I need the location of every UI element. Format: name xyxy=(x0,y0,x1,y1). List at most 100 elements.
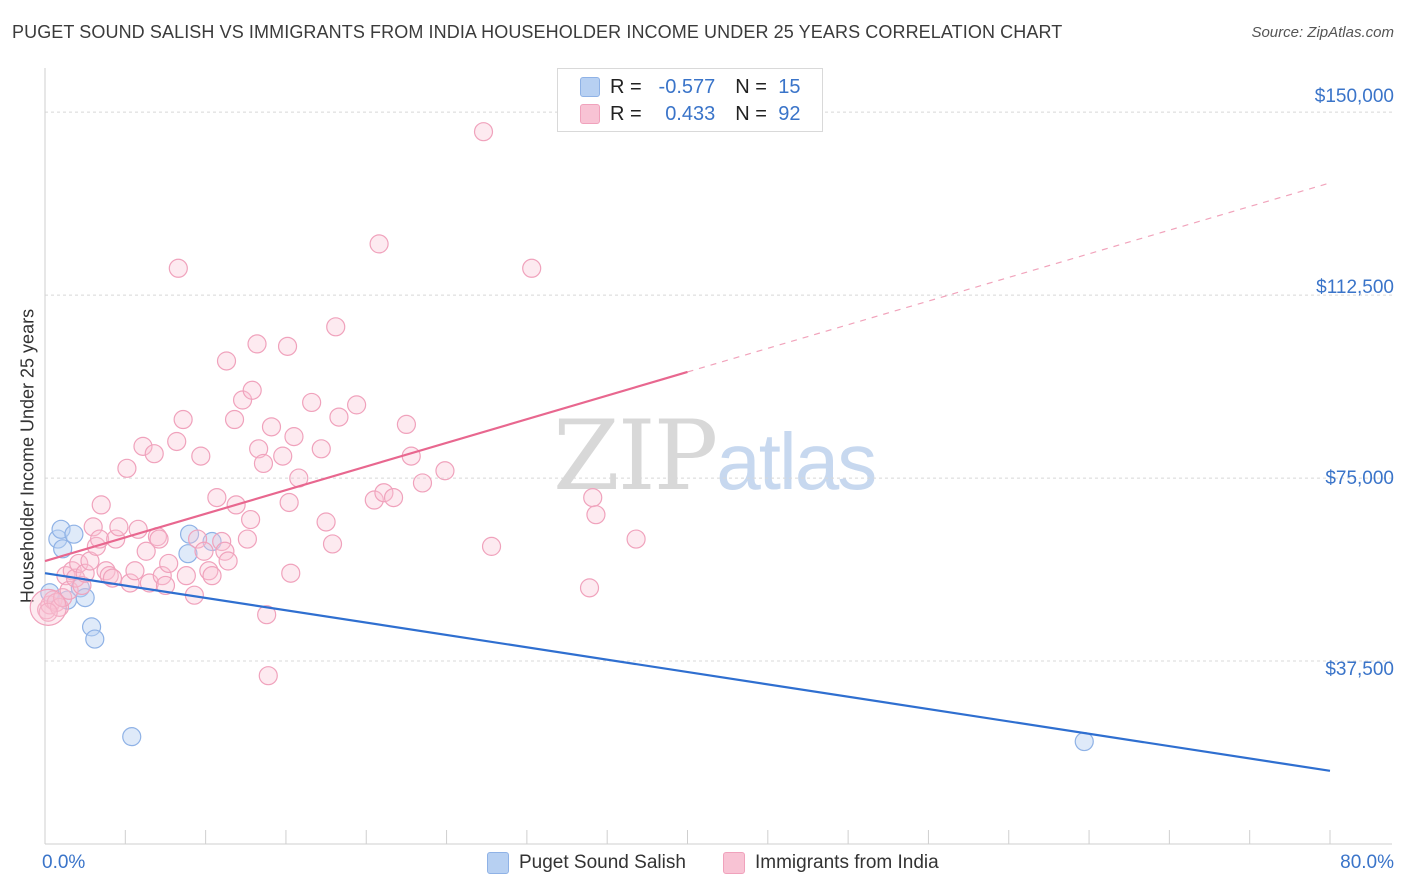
r-value-salish: -0.577 xyxy=(658,75,716,98)
india-point-88 xyxy=(583,487,603,508)
india-point-42 xyxy=(191,446,211,466)
salish-point-7 xyxy=(75,588,95,608)
salish-point-10 xyxy=(122,727,142,747)
watermark-zip: ZIP xyxy=(553,400,718,512)
india-point-30 xyxy=(144,444,164,464)
bottom-legend-swatch-india xyxy=(723,852,745,874)
y-tick-label-75000: $75,000 xyxy=(1325,468,1394,489)
india-point-75 xyxy=(347,395,367,415)
salish-point-13 xyxy=(202,531,222,552)
india-point-70 xyxy=(311,439,331,459)
legend-row-salish: R = -0.577 N = 15 xyxy=(580,73,801,101)
india-point-57 xyxy=(247,334,267,354)
india-point-56 xyxy=(242,380,262,400)
india-point-83 xyxy=(435,461,455,481)
salish-point-5 xyxy=(64,524,84,544)
legend-swatch-india xyxy=(580,104,600,124)
india-point-34 xyxy=(155,575,176,596)
india-point-86 xyxy=(522,258,542,278)
salish-point-8 xyxy=(81,617,102,637)
india-trend-line-extension xyxy=(687,182,1331,373)
legend-row-india: R = 0.433 N = 92 xyxy=(580,100,801,128)
india-point-45 xyxy=(202,566,222,586)
india-point-19 xyxy=(99,566,119,586)
salish-point-3 xyxy=(53,539,73,559)
india-point-63 xyxy=(273,446,293,466)
salish-point-11 xyxy=(178,544,198,564)
india-point-84 xyxy=(473,122,494,142)
india-point-87 xyxy=(579,578,600,598)
india-point-71 xyxy=(316,512,336,532)
india-point-58 xyxy=(249,439,269,459)
india-point-55 xyxy=(241,509,261,530)
india-point-22 xyxy=(109,517,129,537)
bottom-legend-swatch-salish xyxy=(487,852,509,874)
india-point-54 xyxy=(237,529,257,549)
india-point-64 xyxy=(277,336,298,356)
india-point-21 xyxy=(106,529,126,549)
india-point-38 xyxy=(173,409,193,430)
india-point-77 xyxy=(369,234,389,254)
r-label: R = xyxy=(610,75,648,98)
salish-trend-line xyxy=(44,572,1331,772)
india-point-49 xyxy=(216,351,237,371)
india-cluster-point xyxy=(29,588,67,626)
india-point-80 xyxy=(396,414,417,435)
chart-title: PUGET SOUND SALISH VS IMMIGRANTS FROM IN… xyxy=(12,22,1063,42)
india-point-27 xyxy=(133,436,153,456)
bottom-legend-india[interactable]: Immigrants from India xyxy=(723,852,939,874)
india-point-59 xyxy=(253,453,274,474)
r-label: R = xyxy=(610,102,648,125)
india-point-39 xyxy=(176,566,196,586)
n-value-salish: 15 xyxy=(778,75,801,98)
india-point-17 xyxy=(91,495,111,515)
salish-point-14 xyxy=(1074,731,1094,752)
y-tick-label-150000: $150,000 xyxy=(1314,86,1394,107)
india-point-91 xyxy=(38,602,58,622)
r-value-india: 0.433 xyxy=(665,102,716,125)
india-point-62 xyxy=(261,417,282,437)
n-label: N = xyxy=(735,102,773,125)
india-point-23 xyxy=(117,458,137,478)
n-label: N = xyxy=(735,75,773,98)
stats-legend: R = -0.577 N = 15 R = 0.433 N = 92 xyxy=(557,68,823,132)
india-point-82 xyxy=(412,473,433,493)
india-point-41 xyxy=(187,529,208,549)
india-point-51 xyxy=(224,409,245,430)
x-tick-label-min: 0.0% xyxy=(42,852,86,873)
india-point-78 xyxy=(374,483,394,503)
y-tick-label-112500: $112,500 xyxy=(1316,277,1394,298)
india-point-79 xyxy=(383,487,404,508)
y-tick-label-37500: $37,500 xyxy=(1325,659,1394,680)
india-point-14 xyxy=(83,517,103,537)
india-point-66 xyxy=(281,563,301,583)
india-point-50 xyxy=(218,551,238,571)
watermark-atlas: atlas xyxy=(716,417,877,506)
bottom-legend-label-salish: Puget Sound Salish xyxy=(519,852,686,873)
india-point-10 xyxy=(69,553,89,574)
india-point-25 xyxy=(125,561,145,581)
n-value-india: 92 xyxy=(778,102,801,125)
india-point-76 xyxy=(364,490,384,510)
india-trend-line xyxy=(44,370,688,563)
india-point-53 xyxy=(232,390,253,410)
india-point-74 xyxy=(329,407,349,427)
india-point-85 xyxy=(481,536,502,556)
source-label: Source: ZipAtlas.com xyxy=(1251,24,1394,41)
salish-point-9 xyxy=(85,629,105,649)
india-point-61 xyxy=(258,666,278,686)
legend-swatch-salish xyxy=(580,77,600,97)
watermark: ZIPatlas xyxy=(553,400,877,512)
india-point-28 xyxy=(136,541,156,561)
india-point-35 xyxy=(159,553,179,574)
india-point-65 xyxy=(279,492,299,513)
bottom-legend-salish[interactable]: Puget Sound Salish xyxy=(487,852,686,874)
india-point-69 xyxy=(302,392,322,413)
salish-point-2 xyxy=(51,519,71,539)
india-point-73 xyxy=(326,317,346,337)
india-point-90 xyxy=(626,529,646,549)
india-point-43 xyxy=(194,541,214,561)
x-tick-label-max: 80.0% xyxy=(1340,852,1394,873)
india-point-46 xyxy=(207,487,227,508)
